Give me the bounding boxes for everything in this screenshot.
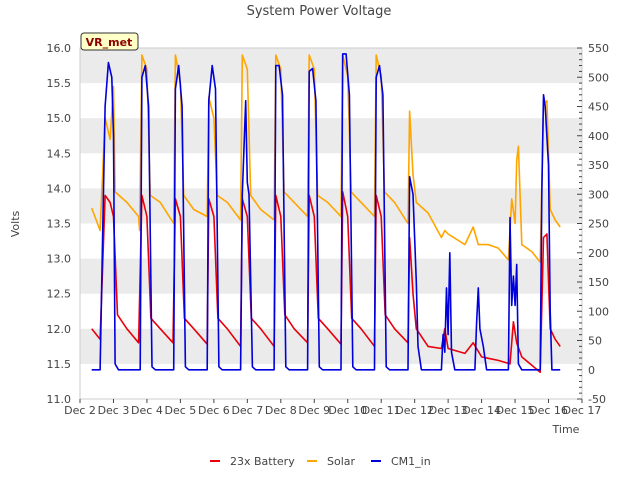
series-line-cm1-in bbox=[91, 53, 561, 371]
y-tick-label: 12.5 bbox=[47, 288, 72, 301]
x-tick-label: Dec 5 bbox=[165, 404, 197, 417]
y2-tick-label: 350 bbox=[588, 159, 609, 172]
legend-label: CM1_in bbox=[391, 455, 431, 468]
station-badge: VR_met bbox=[80, 32, 139, 51]
legend-label: Solar bbox=[327, 455, 356, 468]
series-line-solar bbox=[90, 54, 561, 263]
x-tick-label: Dec 3 bbox=[98, 404, 130, 417]
background-band bbox=[80, 118, 582, 154]
y-tick-label: 14.5 bbox=[47, 147, 72, 160]
x-tick-label: Dec 11 bbox=[362, 404, 401, 417]
x-tick-label: Dec 15 bbox=[496, 404, 535, 417]
y-axis-label: Volts bbox=[9, 210, 22, 237]
x-tick-label: Dec 6 bbox=[198, 404, 230, 417]
background-band bbox=[80, 258, 582, 294]
x-tick-label: Dec 9 bbox=[298, 404, 330, 417]
y2-tick-label: 400 bbox=[588, 130, 609, 143]
x-tick-label: Dec 16 bbox=[529, 404, 568, 417]
y-axis-right: -50 0 50 100 150 200 250 300 350 400 450 500 550 bbox=[577, 42, 609, 406]
x-tick-label: Dec 7 bbox=[231, 404, 263, 417]
y2-tick-label: 0 bbox=[588, 364, 595, 377]
y-tick-label: 12.0 bbox=[47, 323, 72, 336]
background-bands bbox=[80, 48, 582, 364]
station-badge-label: VR_met bbox=[86, 36, 133, 49]
background-band bbox=[80, 48, 582, 84]
x-tick-label: Dec 12 bbox=[395, 404, 434, 417]
x-tick-label: Dec 14 bbox=[462, 404, 501, 417]
x-tick-label: Dec 13 bbox=[429, 404, 468, 417]
legend-label: 23x Battery bbox=[230, 455, 295, 468]
series-lines bbox=[90, 53, 561, 374]
y2-tick-label: 150 bbox=[588, 276, 609, 289]
x-tick-label: Dec 17 bbox=[563, 404, 602, 417]
y-tick-label: 11.5 bbox=[47, 358, 72, 371]
y2-tick-label: 550 bbox=[588, 42, 609, 55]
x-axis: Dec 2 Dec 3 Dec 4 Dec 5 Dec 6 Dec 7 Dec 8 Dec 9… bbox=[64, 399, 601, 417]
y-axis-left: 11.0 11.5 12.0 12.5 13.0 13.5 14.0 14.5 15.0 15.5… bbox=[47, 42, 72, 406]
y-tick-label: 14.0 bbox=[47, 182, 72, 195]
y-tick-label: 15.5 bbox=[47, 77, 72, 90]
y-tick-label: 15.0 bbox=[47, 112, 72, 125]
y2-tick-label: -50 bbox=[588, 393, 606, 406]
y2-tick-label: 250 bbox=[588, 218, 609, 231]
y2-tick-label: 300 bbox=[588, 188, 609, 201]
x-tick-label: Dec 8 bbox=[265, 404, 297, 417]
y-tick-label: 11.0 bbox=[47, 393, 72, 406]
y2-tick-label: 450 bbox=[588, 101, 609, 114]
x-tick-label: Dec 4 bbox=[131, 404, 163, 417]
y-tick-label: 13.0 bbox=[47, 253, 72, 266]
y-tick-label: 13.5 bbox=[47, 218, 72, 231]
y-tick-label: 16.0 bbox=[47, 42, 72, 55]
y2-tick-label: 100 bbox=[588, 305, 609, 318]
legend: 23x Battery Solar CM1_in bbox=[210, 455, 431, 468]
chart-title: System Power Voltage bbox=[247, 4, 392, 19]
x-axis-label: Time bbox=[552, 423, 580, 436]
y2-tick-label: 500 bbox=[588, 71, 609, 84]
y2-tick-label: 50 bbox=[588, 335, 602, 348]
x-tick-label: Dec 10 bbox=[328, 404, 367, 417]
background-band bbox=[80, 328, 582, 364]
x-tick-label: Dec 2 bbox=[64, 404, 96, 417]
y2-tick-label: 200 bbox=[588, 247, 609, 260]
